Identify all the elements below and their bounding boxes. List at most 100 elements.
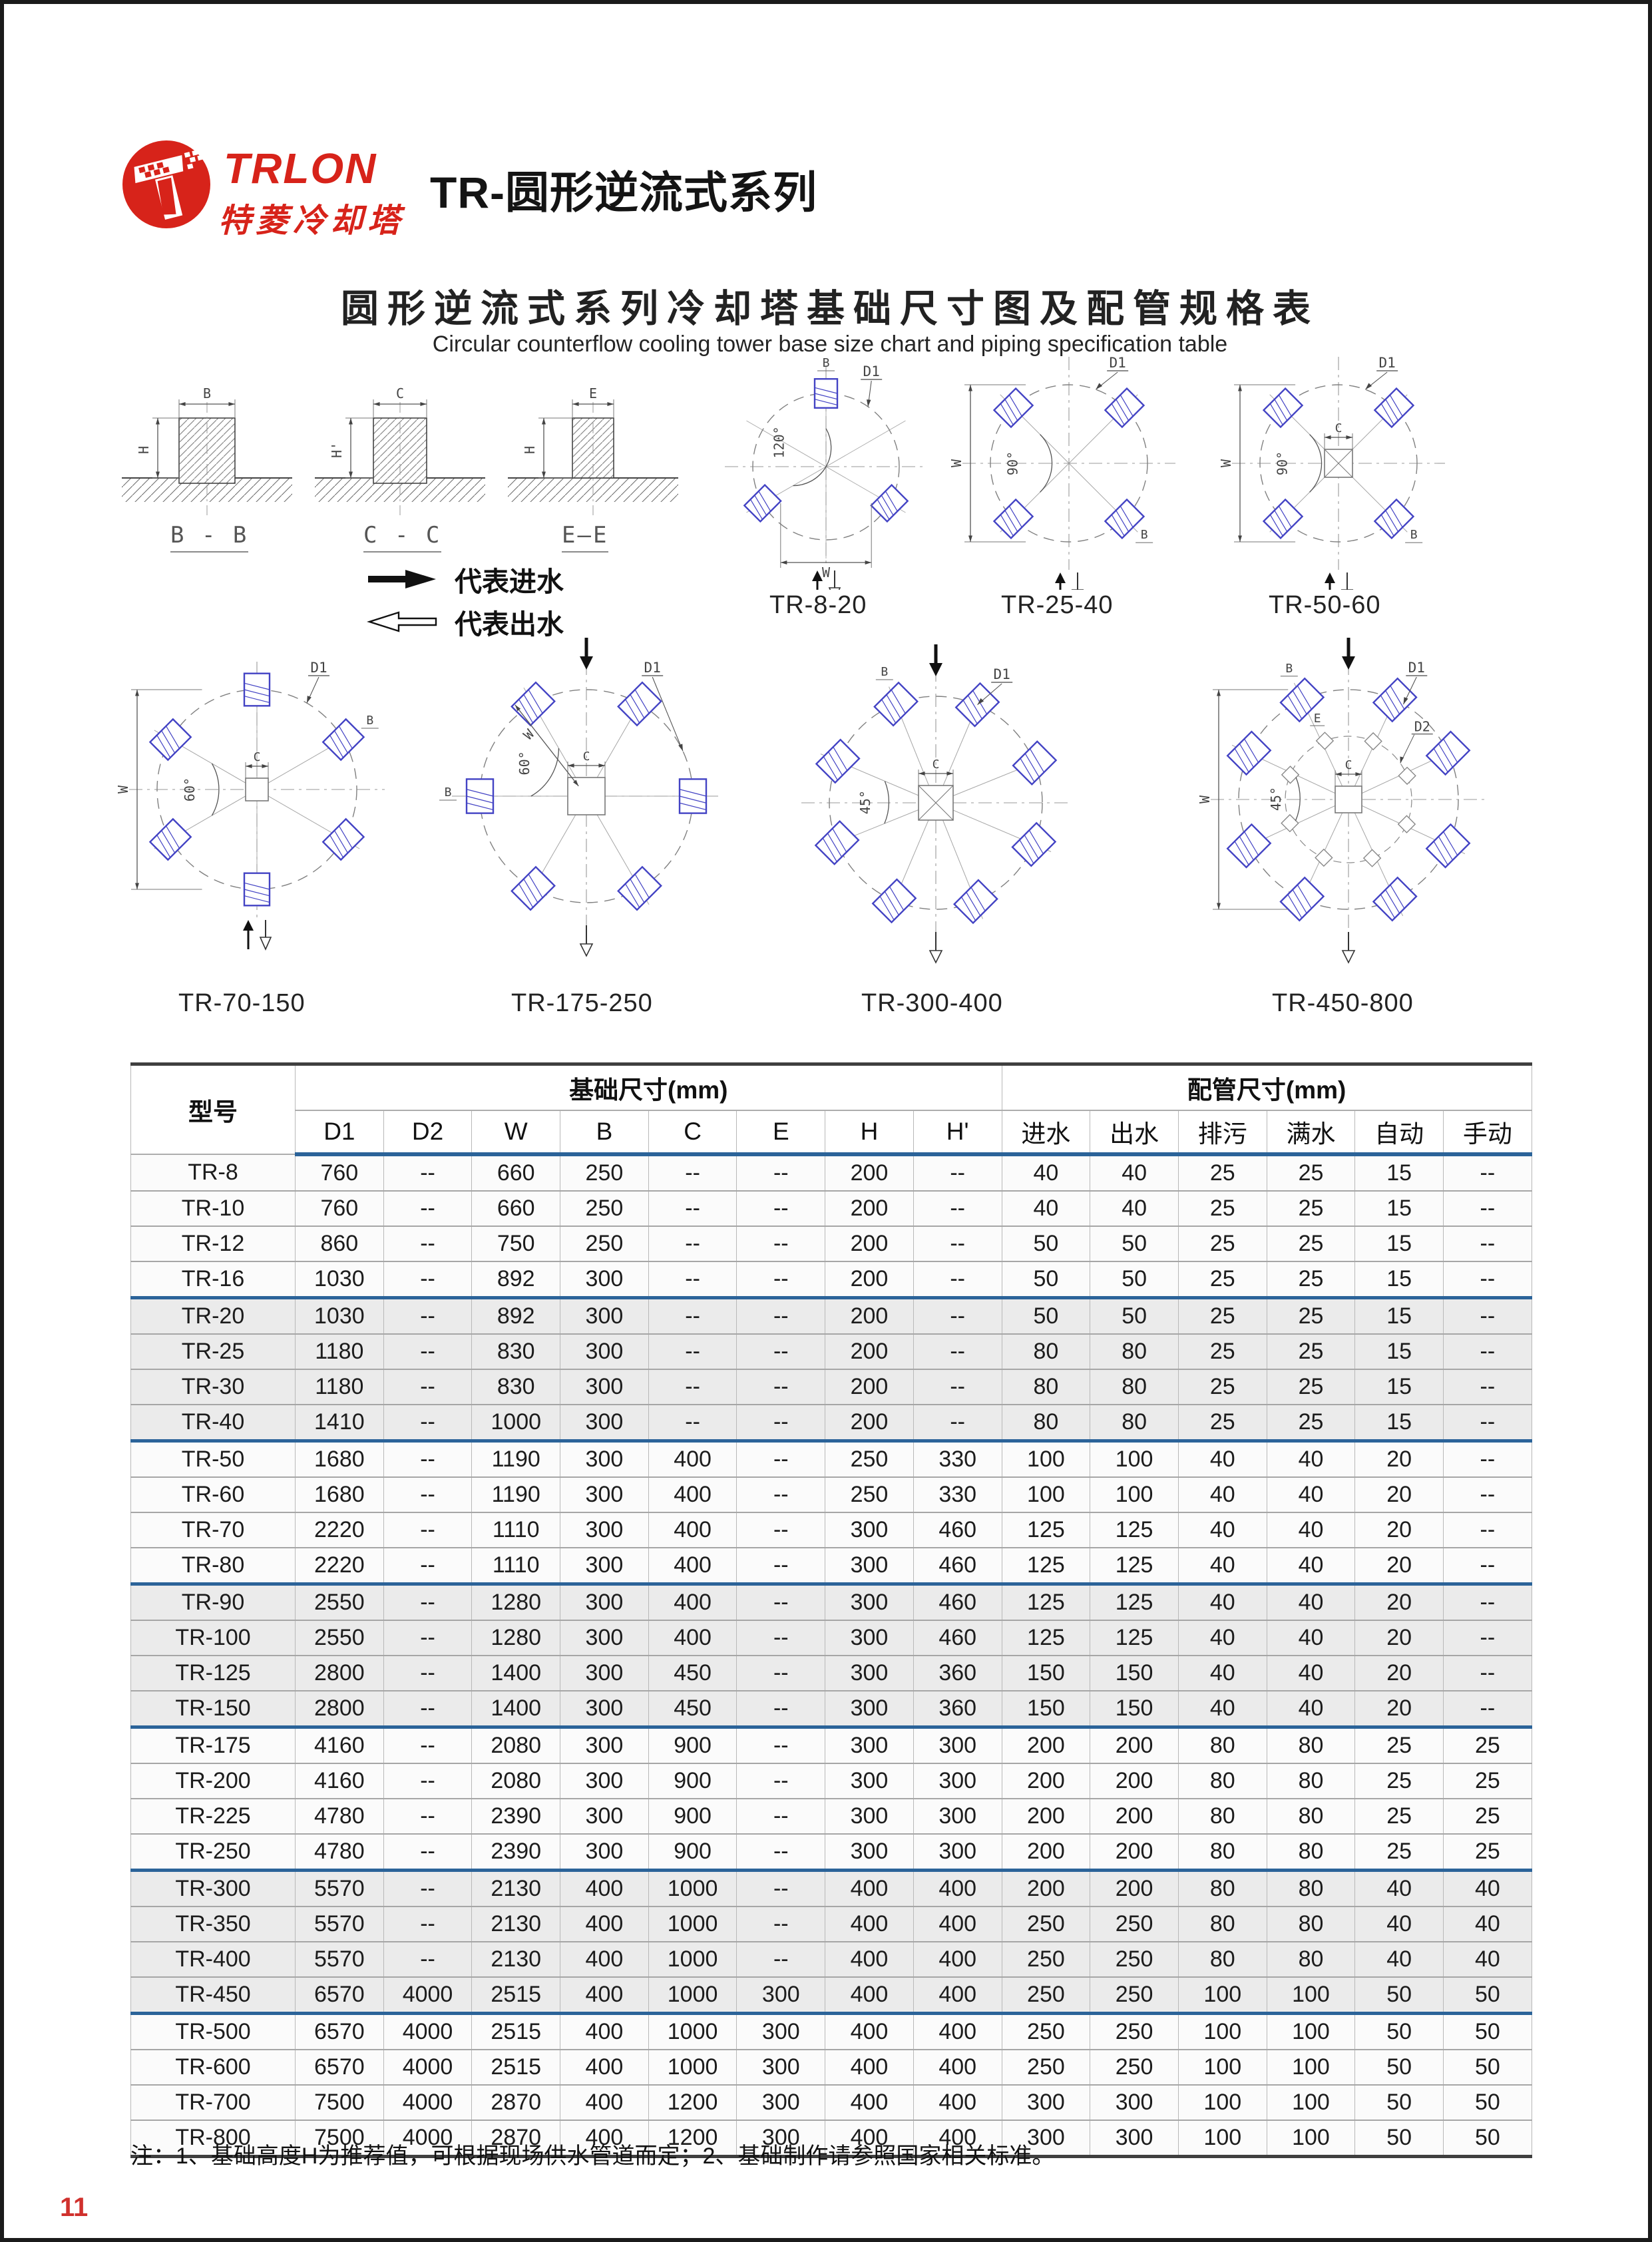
cell-value: -- <box>736 1476 826 1512</box>
cell-value: 100 <box>1177 1976 1267 2014</box>
cell-value: 400 <box>825 2084 914 2120</box>
cell-value: -- <box>736 1655 826 1691</box>
cell-model: TR-50 <box>130 1439 296 1477</box>
cell-value: -- <box>1443 1476 1532 1512</box>
plan-diagram-tr-50-60: C 90° D1 W B <box>1218 355 1445 590</box>
cell-value: 7500 <box>295 2120 384 2155</box>
sub-header-W: W <box>471 1110 561 1156</box>
cell-value: 50 <box>1090 1296 1179 1334</box>
cell-model: TR-10 <box>130 1190 296 1226</box>
cell-value: 300 <box>825 1547 914 1584</box>
cell-value: 200 <box>825 1190 914 1226</box>
table-row-TR-80: TR-80 2220 -- 1110 300 400 -- 300 460 125 125 40 40 2… <box>130 1547 1532 1584</box>
table-row-TR-10: TR-10 760 -- 660 250 -- -- 200 -- 40 40 25 25 15 -- <box>130 1190 1532 1226</box>
svg-text:D1: D1 <box>1110 355 1126 371</box>
cell-value: 1000 <box>648 1976 737 2014</box>
cell-model: TR-175 <box>130 1725 296 1763</box>
plan-label-tr-8-20: TR-8-20 <box>769 591 867 619</box>
cell-value: 1280 <box>471 1620 561 1656</box>
cell-value: -- <box>648 1333 737 1369</box>
cell-value: 200 <box>825 1226 914 1261</box>
cell-value: -- <box>736 1296 826 1334</box>
plan-diagram-tr-25-40: 90° D1 W B <box>948 355 1175 590</box>
svg-text:C: C <box>396 385 404 401</box>
cell-value: 300 <box>1001 2084 1091 2120</box>
cell-value: 250 <box>1001 1941 1091 1977</box>
cell-value: -- <box>383 1547 473 1584</box>
svg-text:B: B <box>1285 662 1293 676</box>
table-row-TR-20: TR-20 1030 -- 892 300 -- -- 200 -- 50 50 25 25 15 -- <box>130 1296 1532 1334</box>
svg-text:H: H <box>136 446 152 454</box>
cell-value: 892 <box>471 1261 561 1298</box>
svg-text:H: H <box>522 446 538 454</box>
cell-value: -- <box>383 1404 473 1441</box>
cell-value: 40 <box>1090 1154 1179 1191</box>
cell-value: 660 <box>471 1154 561 1191</box>
plan-label-tr-70-150: TR-70-150 <box>178 989 306 1017</box>
cell-value: 300 <box>825 1725 914 1763</box>
cell-value: -- <box>648 1190 737 1226</box>
cell-value: -- <box>648 1404 737 1441</box>
cell-value: 100 <box>1266 1976 1356 2014</box>
brand-name-cn: 特菱冷却塔 <box>218 203 405 239</box>
svg-text:B: B <box>881 665 888 679</box>
svg-text:C: C <box>1345 758 1352 772</box>
cell-value: 330 <box>913 1476 1002 1512</box>
cell-value: 25 <box>1443 1833 1532 1871</box>
cell-value: 1030 <box>295 1296 384 1334</box>
brand-name: TRLON <box>224 144 377 192</box>
cell-value: -- <box>383 1833 473 1871</box>
cell-value: 1680 <box>295 1476 384 1512</box>
cell-value: 830 <box>471 1333 561 1369</box>
cell-value: 1400 <box>471 1655 561 1691</box>
cell-value: -- <box>913 1369 1002 1405</box>
sub-header-D2: D2 <box>383 1110 473 1156</box>
sub-header-D1: D1 <box>295 1110 384 1156</box>
cell-value: 50 <box>1443 1976 1532 2014</box>
cell-value: 200 <box>1090 1869 1179 1906</box>
cell-value: 4000 <box>383 1976 473 2014</box>
cell-value: 400 <box>648 1439 737 1477</box>
cell-value: 20 <box>1354 1512 1444 1548</box>
cell-value: 125 <box>1090 1547 1179 1584</box>
cell-value: 1000 <box>648 1869 737 1906</box>
cell-value: 40 <box>1177 1690 1267 1727</box>
cell-value: 250 <box>560 1226 649 1261</box>
cell-value: 400 <box>648 1582 737 1620</box>
plan-label-tr-175-250: TR-175-250 <box>511 989 653 1017</box>
svg-text:W: W <box>520 726 537 743</box>
cell-value: 300 <box>560 1833 649 1871</box>
cell-value: 400 <box>648 1476 737 1512</box>
cell-value: 25 <box>1443 1798 1532 1834</box>
cell-value: 400 <box>913 2120 1002 2155</box>
cell-value: 250 <box>560 1154 649 1191</box>
cell-value: 125 <box>1001 1620 1091 1656</box>
section-diagram-c-c: C H' <box>315 385 485 515</box>
cell-value: 40 <box>1354 1906 1444 1942</box>
cell-model: TR-100 <box>130 1620 296 1656</box>
cell-value: -- <box>1443 1439 1532 1477</box>
cell-value: -- <box>736 1798 826 1834</box>
cell-value: 1410 <box>295 1404 384 1441</box>
cell-value: 1200 <box>648 2084 737 2120</box>
svg-text:D1: D1 <box>994 666 1010 682</box>
svg-text:C: C <box>254 750 261 764</box>
cell-value: 300 <box>913 1763 1002 1799</box>
cell-value: 25 <box>1354 1833 1444 1871</box>
cell-value: 4160 <box>295 1763 384 1799</box>
cell-value: 300 <box>825 1833 914 1871</box>
cell-value: 900 <box>648 1725 737 1763</box>
cell-value: 250 <box>1090 1941 1179 1977</box>
cell-value: 4000 <box>383 2120 473 2155</box>
svg-text:W: W <box>822 564 831 580</box>
cell-value: -- <box>383 1582 473 1620</box>
cell-value: 50 <box>1354 2049 1444 2085</box>
cell-value: 25 <box>1266 1190 1356 1226</box>
cell-value: 4780 <box>295 1798 384 1834</box>
cell-value: -- <box>383 1620 473 1656</box>
cell-value: 125 <box>1001 1547 1091 1584</box>
cell-value: 400 <box>560 2012 649 2050</box>
cell-value: 2220 <box>295 1547 384 1584</box>
cell-value: 100 <box>1001 1476 1091 1512</box>
cell-value: -- <box>383 1333 473 1369</box>
